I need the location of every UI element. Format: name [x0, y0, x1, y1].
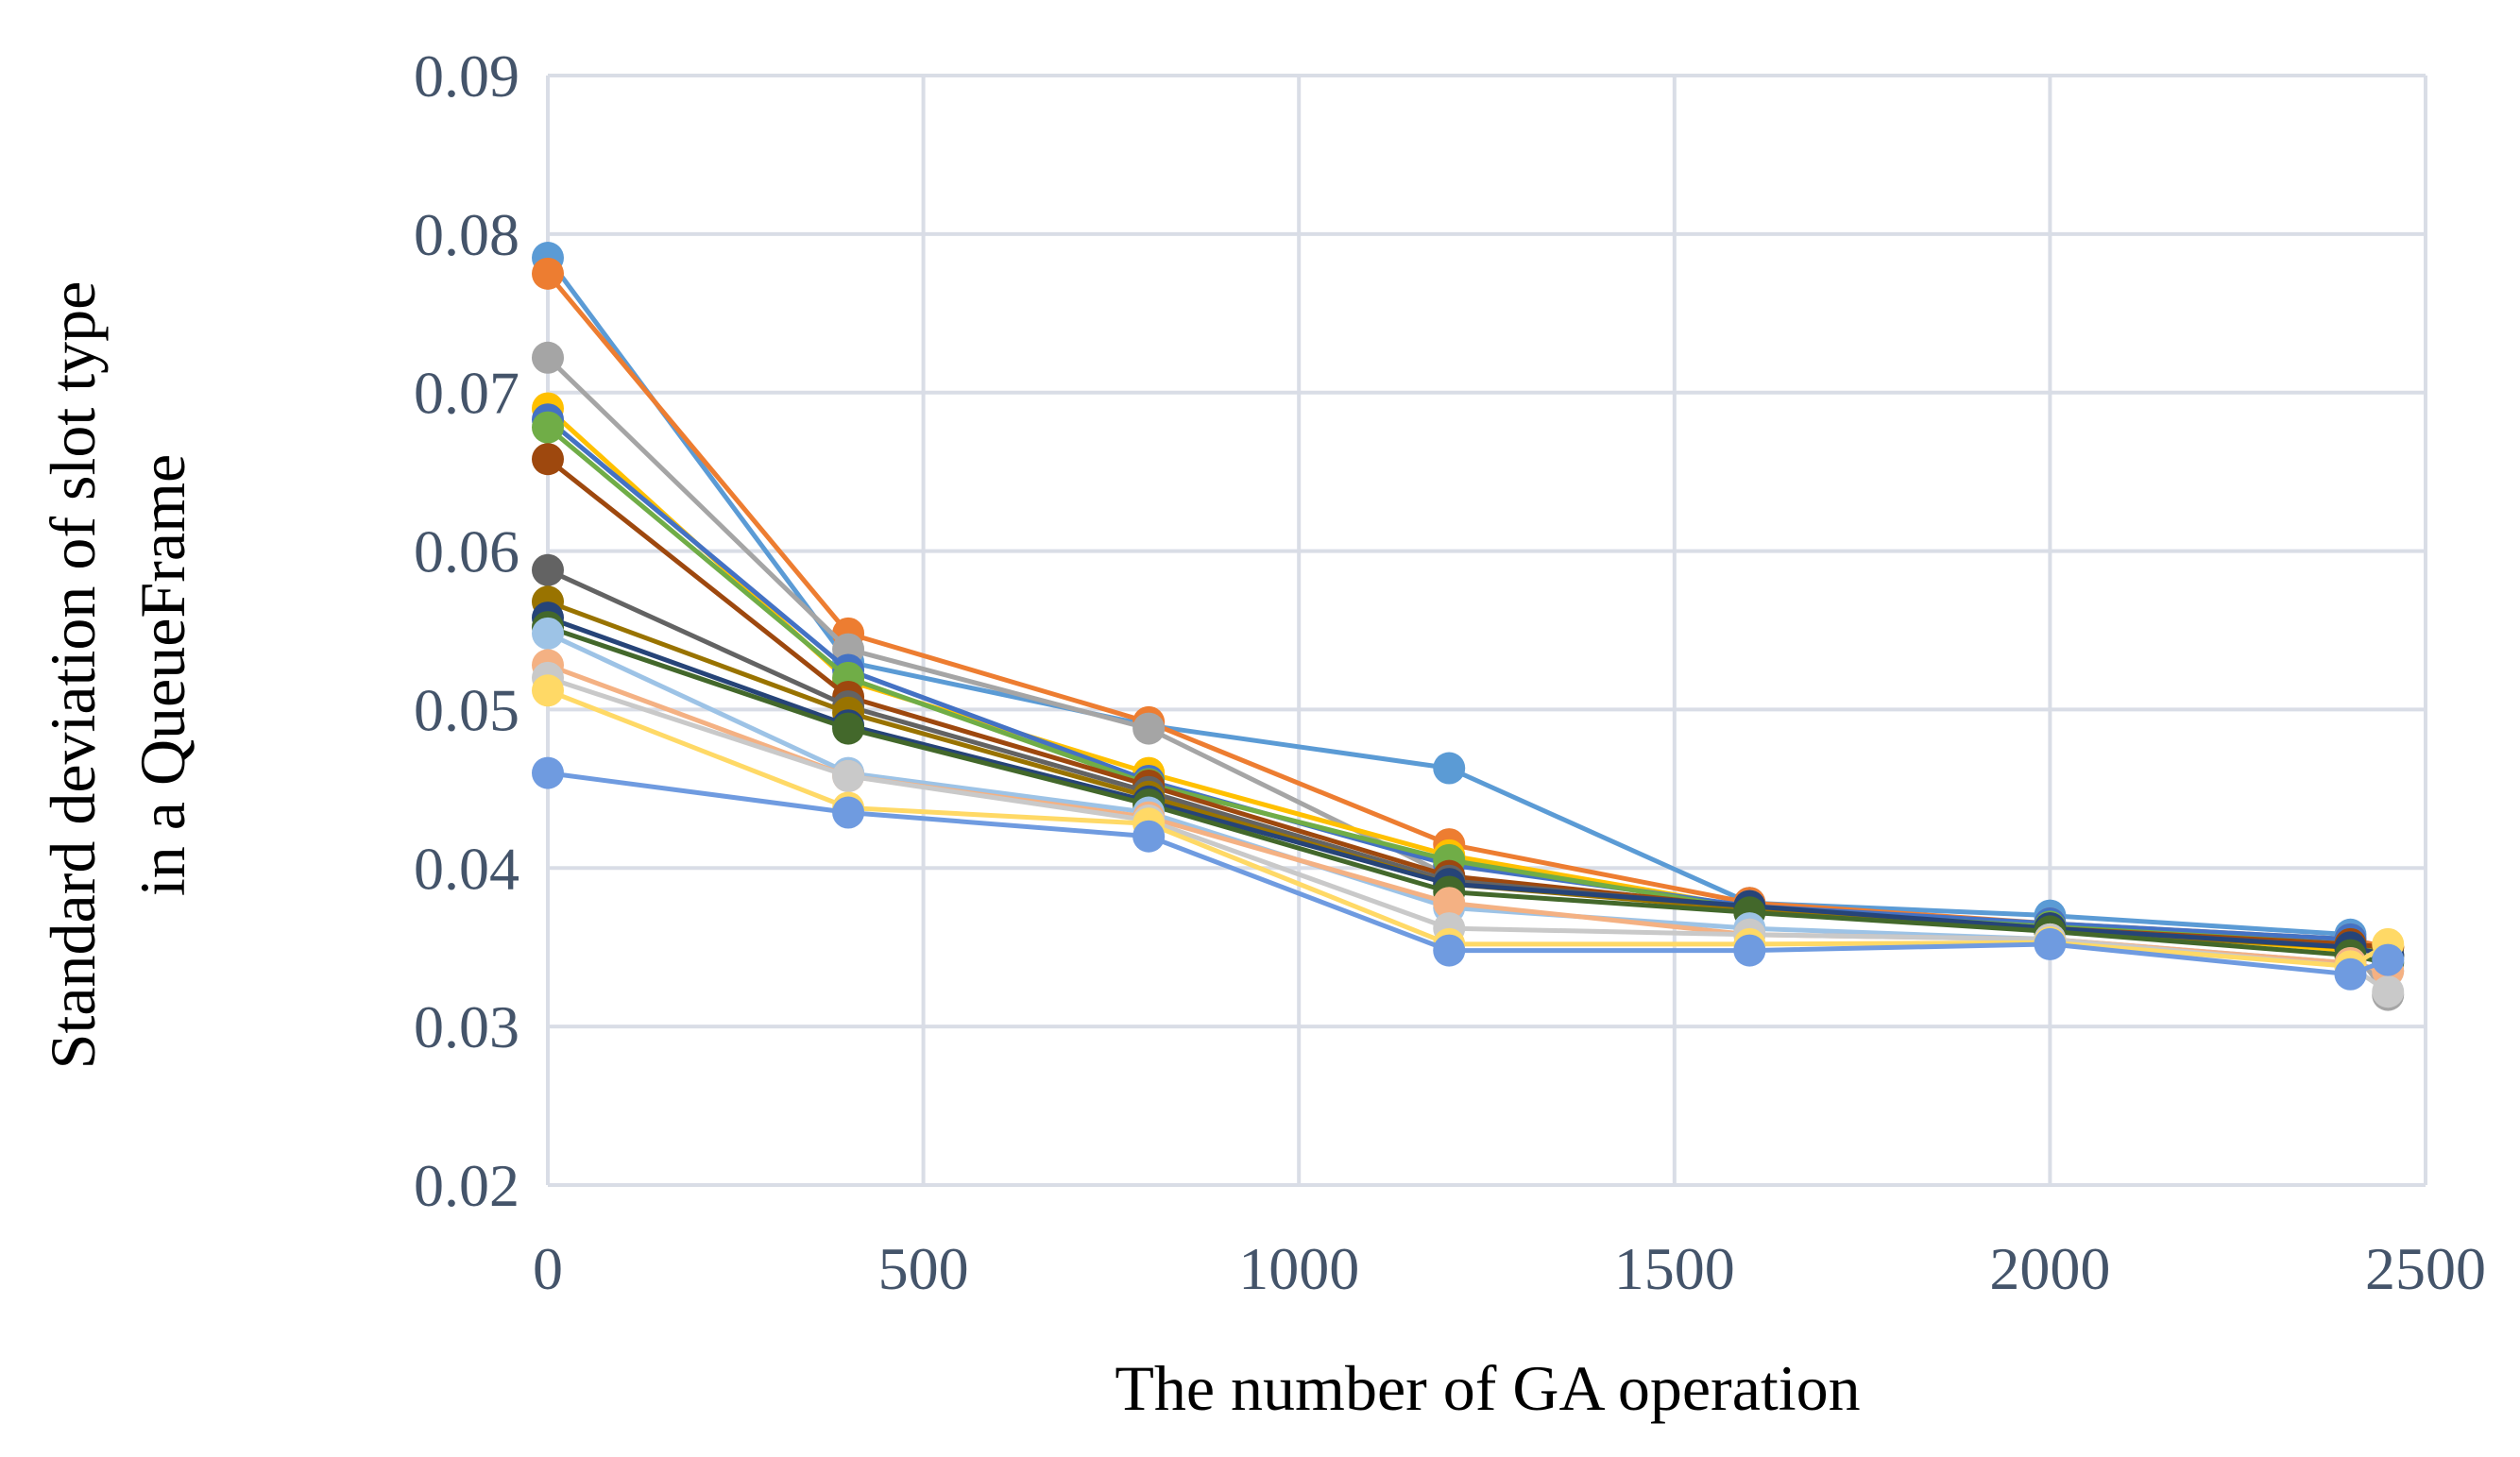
- data-point: [1132, 820, 1166, 853]
- data-point: [1132, 712, 1166, 745]
- data-point: [2034, 927, 2067, 960]
- y-tick-label: 0.09: [414, 42, 519, 110]
- series-line: [547, 687, 2390, 969]
- series-layer: [532, 242, 2405, 1011]
- tick-label-layer: 0.02 0.03 0.04 0.05 0.06 0.07 0.08 0.09 0 500 1000…: [414, 42, 2486, 1302]
- data-point: [532, 553, 564, 586]
- data-point: [532, 617, 564, 650]
- y-axis-title-line-1: Standard deviation of slot type: [37, 281, 109, 1070]
- series-line: [545, 256, 2390, 957]
- data-point: [532, 341, 564, 374]
- grid-layer: [546, 74, 2427, 1187]
- series-line: [547, 615, 2389, 958]
- x-tick-label: 1500: [1614, 1235, 1735, 1302]
- data-point: [1433, 934, 1466, 967]
- data-point: [1433, 752, 1466, 785]
- series-series-10: [532, 601, 2405, 972]
- x-tick-label: 0: [533, 1235, 563, 1302]
- x-tick-label: 1000: [1238, 1235, 1359, 1302]
- data-point: [832, 796, 865, 829]
- data-point: [832, 712, 865, 745]
- data-point: [532, 257, 564, 290]
- data-point: [532, 756, 564, 789]
- x-axis-title: The number of GA operation: [1115, 1352, 1860, 1424]
- data-point: [1433, 887, 1466, 920]
- data-point: [2372, 943, 2405, 976]
- y-axis-title: Standard deviation of slot type in a Que…: [37, 281, 198, 1070]
- data-point: [2372, 975, 2405, 1008]
- x-tick-label: 2500: [2365, 1235, 2486, 1302]
- data-point: [532, 411, 564, 444]
- y-tick-label: 0.06: [414, 518, 519, 585]
- y-tick-label: 0.04: [414, 835, 519, 902]
- series-line: [546, 272, 2389, 950]
- series-line: [547, 624, 2389, 966]
- y-tick-label: 0.02: [414, 1152, 519, 1219]
- y-tick-label: 0.03: [414, 993, 519, 1060]
- data-point: [2334, 957, 2367, 991]
- x-tick-label: 500: [878, 1235, 969, 1302]
- y-tick-label: 0.08: [414, 201, 519, 268]
- series-line: [547, 771, 2390, 977]
- data-point: [1733, 934, 1766, 967]
- series-series-16: [532, 756, 2405, 991]
- y-axis-title-line-2: in a QueueFrame: [127, 454, 198, 896]
- data-point: [832, 759, 865, 792]
- data-point: [532, 443, 564, 476]
- x-tick-label: 2000: [1989, 1235, 2110, 1302]
- y-tick-label: 0.05: [414, 676, 519, 743]
- y-tick-label: 0.07: [414, 360, 519, 427]
- data-point: [532, 674, 564, 707]
